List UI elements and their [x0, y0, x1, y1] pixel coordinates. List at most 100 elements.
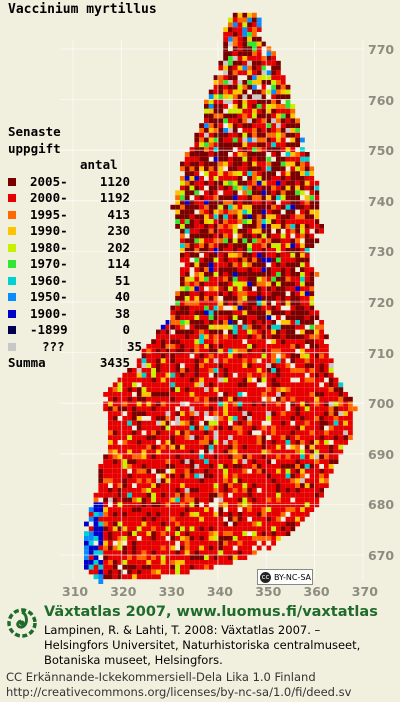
map-grid-cell — [247, 324, 252, 330]
map-grid-cell — [112, 396, 118, 402]
map-grid-cell — [232, 300, 238, 306]
map-grid-cell — [247, 536, 252, 541]
map-grid-cell — [271, 435, 276, 440]
map-grid-cell — [213, 540, 219, 546]
map-grid-cell — [146, 512, 152, 517]
map-grid-cell — [204, 372, 209, 378]
map-grid-cell — [223, 372, 228, 378]
map-grid-cell — [223, 147, 228, 152]
license-link[interactable]: http://creativecommons.org/licenses/by-n… — [6, 685, 352, 699]
map-grid-cell — [333, 377, 339, 383]
map-grid-cell — [228, 286, 233, 292]
legend-row: 1950- 40 — [8, 289, 142, 306]
map-grid-cell — [309, 200, 315, 205]
map-grid-cell — [141, 440, 147, 445]
map-grid-cell — [261, 286, 267, 292]
map-grid-cell — [309, 435, 315, 440]
map-grid-cell — [218, 406, 224, 412]
map-grid-cell — [276, 75, 281, 80]
map-grid-cell — [247, 200, 252, 205]
map-grid-cell — [266, 214, 272, 220]
map-grid-cell — [252, 204, 257, 210]
map-grid-cell — [127, 473, 132, 479]
map-grid-cell — [247, 416, 252, 421]
map-grid-cell — [261, 137, 267, 143]
map-grid-cell — [213, 315, 219, 320]
map-grid-cell — [247, 329, 252, 335]
footer-title[interactable]: Växtatlas 2007, www.luomus.fi/vaxtatlas — [44, 604, 378, 620]
map-grid-cell — [242, 51, 248, 56]
map-grid-cell — [160, 550, 166, 556]
map-grid-cell — [295, 478, 300, 484]
map-grid-cell — [146, 536, 152, 541]
map-grid-cell — [208, 334, 214, 340]
map-grid-cell — [247, 315, 252, 320]
map-grid-cell — [266, 272, 272, 277]
map-grid-cell — [266, 468, 272, 474]
map-grid-cell — [309, 272, 315, 277]
map-grid-cell — [208, 171, 214, 176]
map-grid-cell — [160, 521, 166, 527]
map-grid-cell — [228, 473, 233, 479]
map-grid-cell — [295, 171, 300, 176]
map-grid-cell — [180, 497, 185, 503]
map-grid-cell — [127, 464, 132, 469]
map-grid-cell — [314, 238, 320, 244]
map-grid-cell — [276, 372, 281, 378]
map-grid-cell — [285, 334, 291, 340]
map-grid-cell — [189, 348, 195, 354]
map-grid-cell — [189, 416, 195, 421]
map-grid-cell — [194, 324, 200, 330]
map-grid-cell — [117, 435, 123, 440]
map-grid-cell — [300, 315, 305, 320]
map-grid-cell — [242, 248, 248, 253]
map-grid-cell — [156, 329, 161, 335]
map-grid-cell — [98, 492, 104, 498]
map-grid-cell — [204, 195, 209, 200]
map-grid-cell — [300, 353, 305, 359]
map-grid-cell — [194, 555, 200, 560]
map-grid-cell — [127, 492, 132, 498]
map-grid-cell — [194, 440, 200, 445]
map-grid-cell — [266, 228, 272, 234]
map-grid-cell — [141, 411, 147, 416]
map-grid-cell — [319, 329, 324, 335]
map-grid-cell — [290, 142, 296, 148]
map-grid-cell — [338, 440, 344, 445]
map-grid-cell — [208, 353, 214, 359]
map-grid-cell — [218, 108, 224, 114]
map-grid-cell — [280, 497, 286, 503]
map-grid-cell — [261, 392, 267, 397]
map-grid-cell — [184, 550, 190, 556]
map-grid-cell — [136, 560, 142, 565]
map-grid-cell — [232, 444, 238, 450]
map-grid-cell — [237, 108, 243, 114]
map-grid-cell — [223, 411, 228, 416]
map-grid-cell — [242, 454, 248, 460]
map-grid-cell — [108, 454, 113, 460]
map-grid-cell — [117, 536, 123, 541]
cc-license-badge[interactable]: cc BY-NC-SA — [257, 569, 313, 585]
map-grid-cell — [151, 416, 156, 421]
map-grid-cell — [304, 406, 310, 412]
map-grid-cell — [194, 444, 200, 450]
map-grid-cell — [228, 276, 233, 282]
map-grid-cell — [199, 204, 204, 210]
map-grid-cell — [271, 252, 276, 258]
map-grid-cell — [242, 243, 248, 248]
map-grid-cell — [242, 84, 248, 90]
map-grid-cell — [252, 56, 257, 61]
map-grid-cell — [247, 406, 252, 412]
map-grid-cell — [285, 320, 291, 325]
map-grid-cell — [290, 156, 296, 162]
map-grid-cell — [266, 56, 272, 61]
map-grid-cell — [237, 363, 243, 368]
map-grid-cell — [242, 36, 248, 42]
map-grid-cell — [189, 550, 195, 556]
map-grid-cell — [180, 310, 185, 316]
map-grid-cell — [127, 420, 132, 426]
map-grid-cell — [304, 430, 310, 436]
map-grid-cell — [122, 464, 128, 469]
map-grid-cell — [280, 272, 286, 277]
map-grid-cell — [266, 267, 272, 272]
